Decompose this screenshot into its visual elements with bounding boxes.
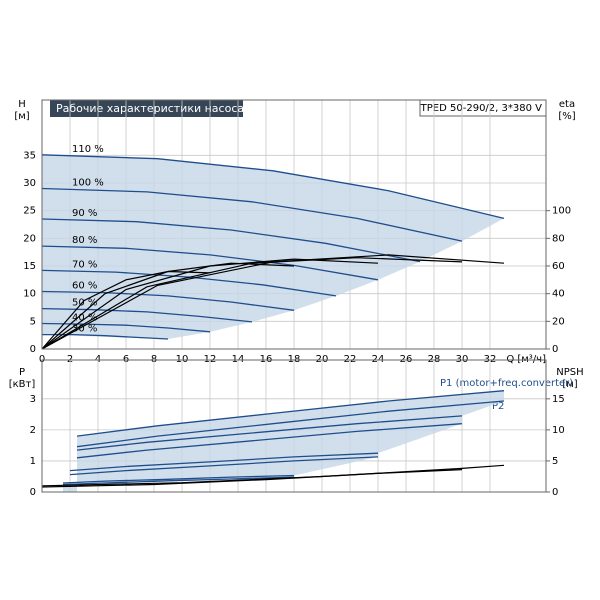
secondary-curve <box>41 257 463 350</box>
y-tick-label: 20 <box>23 233 36 244</box>
y2-unit: [м] <box>562 379 577 390</box>
y-tick-label: 5 <box>30 316 36 327</box>
curve <box>76 415 463 451</box>
curve-label: 50 % <box>72 298 97 309</box>
y2-tick-label: 5 <box>552 456 558 467</box>
y2-tick-label: 20 <box>552 316 565 327</box>
y-unit: [м] <box>14 111 29 122</box>
operating-area <box>42 154 504 349</box>
curve <box>62 476 295 486</box>
curve <box>41 154 505 220</box>
curve-label: 80 % <box>72 235 97 246</box>
y2-tick-label: 10 <box>552 425 565 436</box>
y2-tick-label: 0 <box>552 487 558 498</box>
y-tick-label: 1 <box>30 456 36 467</box>
y-tick-label: 30 <box>23 178 36 189</box>
curve <box>62 474 295 484</box>
p1-label: P1 (motor+freq.converter) <box>440 378 573 389</box>
curve-label: 100 % <box>72 178 104 189</box>
curve-label: 110 % <box>72 144 104 155</box>
y-tick-label: 3 <box>30 394 36 405</box>
curve <box>41 245 379 281</box>
y2-tick-label: 60 <box>552 261 565 272</box>
curve <box>76 390 505 437</box>
secondary-curve <box>41 469 463 488</box>
y-tick-label: 15 <box>23 261 36 272</box>
y-label: P <box>19 367 25 378</box>
y2-label: NPSH <box>556 367 583 378</box>
y2-tick-label: 40 <box>552 289 565 300</box>
y2-tick-label: 15 <box>552 394 565 405</box>
y-tick-label: 25 <box>23 206 36 217</box>
plot-frame <box>41 99 547 350</box>
y2-tick-label: 0 <box>552 344 558 355</box>
curve-label: 30 % <box>72 324 97 335</box>
y2-tick-label: 80 <box>552 233 565 244</box>
curve <box>41 187 463 242</box>
secondary-curve <box>41 270 211 350</box>
operating-area <box>63 390 504 492</box>
y2-tick-label: 100 <box>552 206 571 217</box>
curve <box>76 423 463 459</box>
y2-label: eta <box>559 99 575 110</box>
y-tick-label: 35 <box>23 150 36 161</box>
y-unit: [кВт] <box>9 379 36 390</box>
y-tick-label: 2 <box>30 425 36 436</box>
model-label: TPED 50-290/2, 3*380 V <box>420 103 542 114</box>
curve-label: 60 % <box>72 280 97 291</box>
chart-title: Рабочие характеристики насоса <box>56 102 244 115</box>
curve <box>76 400 505 448</box>
curve-label: 90 % <box>72 208 97 219</box>
y2-unit: [%] <box>558 111 575 122</box>
curve-label: 70 % <box>72 259 97 270</box>
curve <box>69 452 379 472</box>
plot-frame <box>41 359 547 493</box>
y-tick-label: 10 <box>23 289 36 300</box>
curve <box>69 456 379 476</box>
curve <box>41 290 295 311</box>
y-tick-label: 0 <box>30 487 36 498</box>
y-tick-label: 0 <box>30 344 36 355</box>
curve <box>41 218 421 263</box>
p2-label: P2 <box>492 401 504 412</box>
y-label: H <box>18 99 26 110</box>
